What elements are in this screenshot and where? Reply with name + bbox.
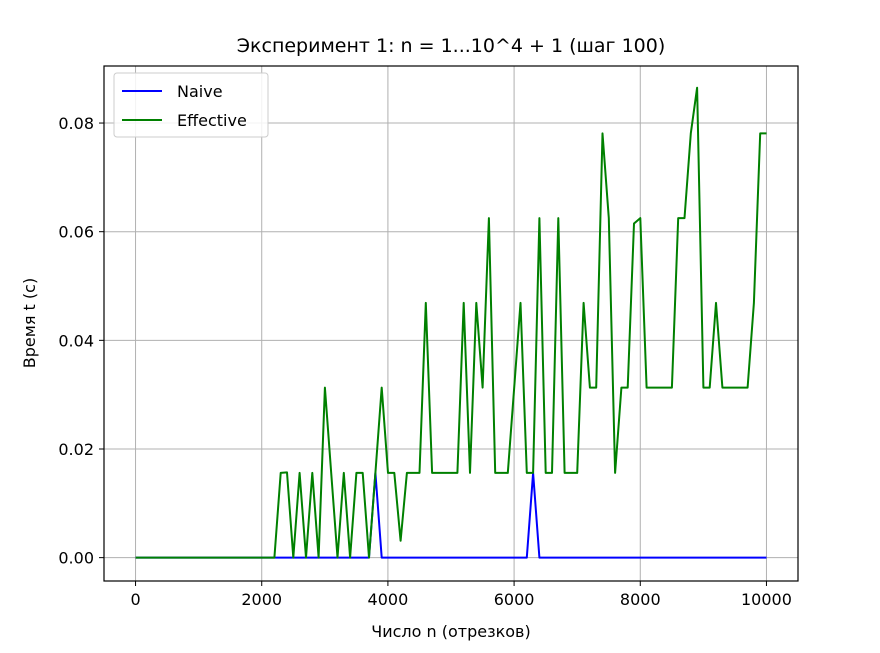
legend-label-effective: Effective (177, 111, 247, 130)
y-axis-label: Время t (c) (20, 278, 39, 368)
series-line-effective (135, 86, 767, 559)
x-axis-label: Число n (отрезков) (371, 622, 530, 641)
plot-frame (103, 65, 799, 582)
series-line-naive (135, 471, 767, 559)
y-tick-label: 0.02 (58, 440, 94, 459)
y-tick-label: 0.06 (58, 223, 94, 242)
grid (104, 66, 798, 581)
y-tick-label: 0.08 (58, 114, 94, 133)
x-axis-ticks: 0 2000 4000 6000 8000 10000 (130, 581, 792, 609)
legend: Naive Effective (113, 72, 269, 138)
x-tick-label: 2000 (241, 590, 282, 609)
x-tick-label: 10000 (741, 590, 792, 609)
x-tick-label: 8000 (620, 590, 661, 609)
x-tick-label: 6000 (494, 590, 535, 609)
x-tick-label: 4000 (368, 590, 409, 609)
legend-label-naive: Naive (177, 82, 223, 101)
y-axis-ticks: 0.00 0.02 0.04 0.06 0.08 (58, 114, 104, 568)
x-tick-label: 0 (130, 590, 140, 609)
chart-title: Эксперимент 1: n = 1...10^4 + 1 (шаг 100… (237, 35, 666, 57)
y-tick-label: 0.04 (58, 331, 94, 350)
series-layer (135, 86, 767, 559)
y-tick-label: 0.00 (58, 549, 94, 568)
